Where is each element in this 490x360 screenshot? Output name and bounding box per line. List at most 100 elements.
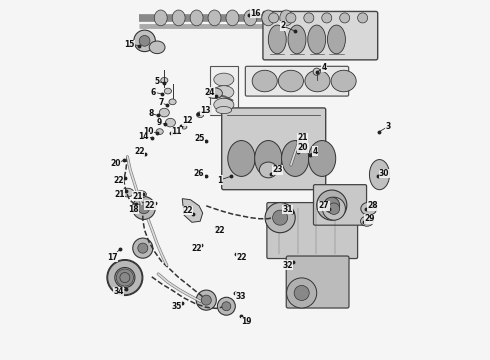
Text: 22: 22 <box>236 253 246 262</box>
Text: 30: 30 <box>379 169 390 178</box>
Ellipse shape <box>361 202 377 215</box>
Text: 25: 25 <box>194 134 204 143</box>
Ellipse shape <box>108 260 142 295</box>
Ellipse shape <box>327 25 345 54</box>
Text: 20: 20 <box>110 159 121 168</box>
Ellipse shape <box>169 99 176 105</box>
Ellipse shape <box>138 202 149 214</box>
Text: 33: 33 <box>236 292 246 301</box>
Polygon shape <box>182 199 203 222</box>
Ellipse shape <box>115 267 135 288</box>
Text: 35: 35 <box>172 302 182 311</box>
Text: 22: 22 <box>182 206 193 215</box>
Text: 14: 14 <box>139 132 149 141</box>
Ellipse shape <box>280 10 293 26</box>
Ellipse shape <box>358 13 368 23</box>
Ellipse shape <box>172 10 185 26</box>
Text: 16: 16 <box>250 9 261 18</box>
Ellipse shape <box>134 30 155 51</box>
Ellipse shape <box>361 216 373 226</box>
Ellipse shape <box>369 159 390 190</box>
Ellipse shape <box>324 197 340 213</box>
Ellipse shape <box>138 243 148 253</box>
Text: 2: 2 <box>280 21 285 30</box>
Ellipse shape <box>190 10 203 26</box>
Ellipse shape <box>201 295 211 305</box>
FancyBboxPatch shape <box>221 108 326 190</box>
Ellipse shape <box>269 25 286 54</box>
Text: 7: 7 <box>158 98 163 107</box>
Ellipse shape <box>269 13 279 23</box>
Ellipse shape <box>262 10 275 26</box>
Ellipse shape <box>272 210 288 225</box>
Ellipse shape <box>196 112 204 118</box>
Ellipse shape <box>181 125 187 129</box>
Text: 21: 21 <box>297 133 308 142</box>
Ellipse shape <box>216 107 232 114</box>
Ellipse shape <box>207 88 222 99</box>
Text: 29: 29 <box>365 214 375 223</box>
Text: 22: 22 <box>134 147 145 156</box>
Ellipse shape <box>228 140 255 176</box>
Ellipse shape <box>171 131 177 135</box>
Ellipse shape <box>164 88 171 94</box>
Ellipse shape <box>286 13 296 23</box>
Ellipse shape <box>328 203 340 215</box>
Ellipse shape <box>214 98 234 111</box>
Text: 8: 8 <box>148 109 154 118</box>
Text: 13: 13 <box>200 105 211 114</box>
Text: 10: 10 <box>143 127 153 136</box>
Text: 11: 11 <box>172 127 182 136</box>
Ellipse shape <box>222 302 231 311</box>
Ellipse shape <box>218 297 235 315</box>
Ellipse shape <box>226 10 239 26</box>
Text: 28: 28 <box>367 201 378 210</box>
Ellipse shape <box>304 13 314 23</box>
Ellipse shape <box>317 190 347 220</box>
Ellipse shape <box>305 70 330 92</box>
Ellipse shape <box>259 162 277 178</box>
Ellipse shape <box>294 285 309 301</box>
Text: 4: 4 <box>312 147 318 156</box>
Ellipse shape <box>133 238 153 258</box>
FancyBboxPatch shape <box>267 203 358 258</box>
Text: 23: 23 <box>272 166 283 175</box>
Text: 22: 22 <box>114 176 124 185</box>
Ellipse shape <box>139 36 150 46</box>
Ellipse shape <box>121 188 134 197</box>
Ellipse shape <box>116 269 133 286</box>
Text: 24: 24 <box>204 87 215 96</box>
Ellipse shape <box>156 129 163 134</box>
Ellipse shape <box>340 13 350 23</box>
Text: 1: 1 <box>217 176 222 185</box>
Text: 31: 31 <box>282 205 293 214</box>
Text: 22: 22 <box>215 226 225 235</box>
Ellipse shape <box>265 203 295 233</box>
Text: 17: 17 <box>107 253 118 262</box>
Text: 21: 21 <box>114 190 125 199</box>
Ellipse shape <box>255 140 282 176</box>
Ellipse shape <box>136 191 147 198</box>
Text: 32: 32 <box>282 261 293 270</box>
Text: 4: 4 <box>321 63 326 72</box>
Ellipse shape <box>322 13 332 23</box>
Text: 9: 9 <box>157 118 162 127</box>
Text: 27: 27 <box>318 201 329 210</box>
Ellipse shape <box>308 25 326 54</box>
Text: 18: 18 <box>128 205 139 214</box>
Ellipse shape <box>309 140 336 176</box>
Ellipse shape <box>214 73 234 86</box>
Ellipse shape <box>313 68 320 75</box>
Ellipse shape <box>244 10 257 26</box>
Text: 15: 15 <box>124 40 135 49</box>
Text: 5: 5 <box>154 77 160 86</box>
Ellipse shape <box>132 197 155 220</box>
Ellipse shape <box>288 25 306 54</box>
FancyBboxPatch shape <box>245 66 349 96</box>
Text: 21: 21 <box>132 192 143 201</box>
Ellipse shape <box>154 10 167 26</box>
Ellipse shape <box>120 273 130 283</box>
Bar <box>210 66 238 115</box>
Ellipse shape <box>161 77 168 83</box>
Ellipse shape <box>278 70 303 92</box>
